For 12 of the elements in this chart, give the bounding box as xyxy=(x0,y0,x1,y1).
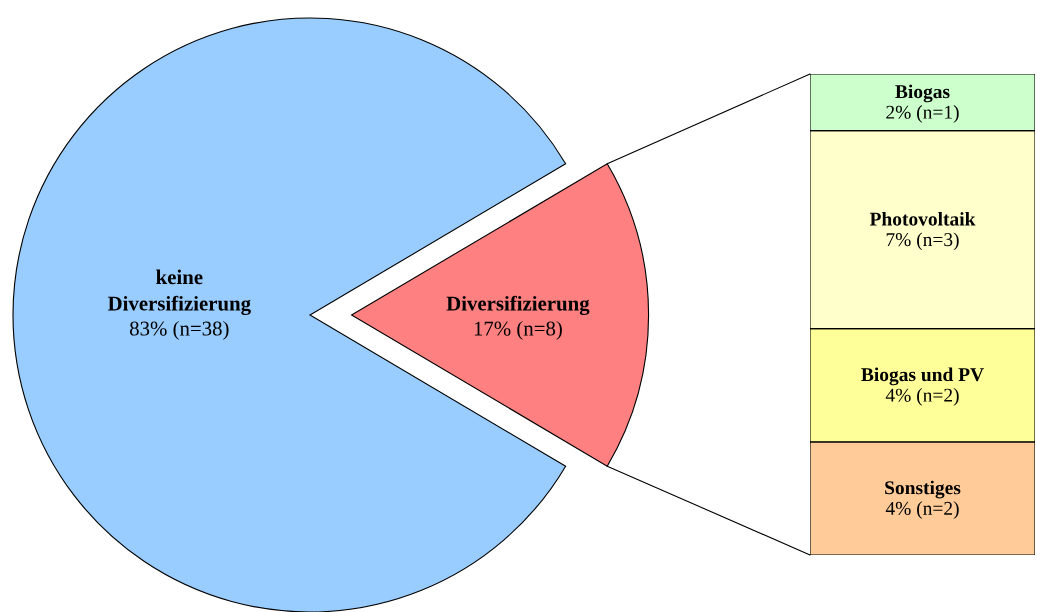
data-label: 4% (n=2) xyxy=(885,388,959,406)
slice-label: keine Diversifizierung xyxy=(107,269,251,315)
series-label: Biogas und PV xyxy=(861,367,984,386)
data-label: 2% (n=1) xyxy=(886,105,959,123)
data-label: 7% (n=3) xyxy=(886,232,959,251)
series-label: Biogas xyxy=(895,84,950,103)
data-label: 83% (n=38) xyxy=(129,320,229,340)
slice-label: Diversifizierung xyxy=(446,295,590,315)
data-label: 17% (n=8) xyxy=(474,320,562,340)
data-label: 4% (n=2) xyxy=(885,501,959,519)
series-label: Sonstiges xyxy=(885,480,961,499)
series-label: Photovoltaik xyxy=(869,211,976,226)
